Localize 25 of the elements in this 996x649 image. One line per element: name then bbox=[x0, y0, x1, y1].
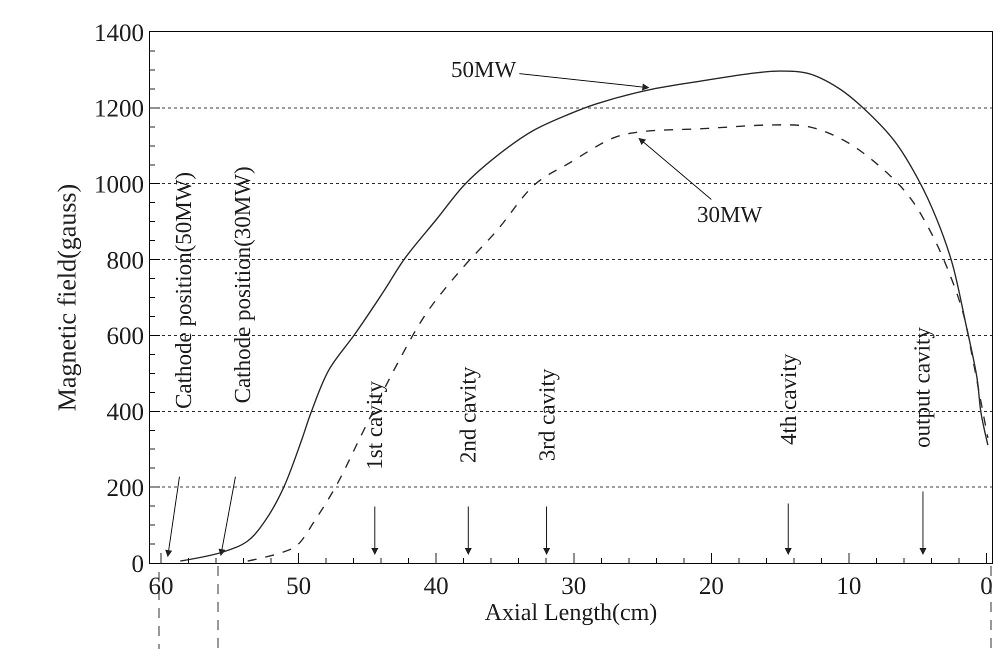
annotation: 3rd cavity bbox=[534, 368, 560, 462]
x-tick-label: 40 bbox=[424, 573, 449, 600]
y-tick-label: 200 bbox=[106, 474, 144, 502]
x-tick-label: 20 bbox=[698, 573, 724, 600]
annotation: 30MW bbox=[697, 202, 762, 227]
annotation: 1st cavity bbox=[362, 380, 387, 470]
x-axis-title: Axial Length(cm) bbox=[484, 600, 658, 626]
y-tick-label: 1400 bbox=[94, 20, 144, 47]
x-tick-label: 30 bbox=[561, 573, 586, 600]
x-tick-label: 60 bbox=[148, 573, 174, 600]
annotation: output cavity bbox=[909, 326, 934, 448]
y-tick-label: 600 bbox=[106, 323, 144, 350]
y-tick-label: 1200 bbox=[94, 96, 144, 123]
annotation: Cathode position(50MW) bbox=[170, 172, 196, 409]
y-tick-label: 1000 bbox=[94, 171, 144, 198]
annotation: 4th cavity bbox=[776, 353, 802, 445]
annotation: 50MW bbox=[451, 57, 516, 82]
y-tick-label: 800 bbox=[106, 247, 144, 274]
x-tick-label: 10 bbox=[836, 573, 862, 600]
x-tick-label: 50 bbox=[286, 573, 312, 600]
y-axis-title: Magnetic field(gauss) bbox=[52, 184, 82, 412]
y-tick-label: 0 bbox=[132, 550, 144, 578]
annotation: Cathode position(30MW) bbox=[230, 166, 255, 404]
y-tick-label: 400 bbox=[106, 399, 144, 426]
annotation: 2nd cavity bbox=[455, 366, 480, 464]
